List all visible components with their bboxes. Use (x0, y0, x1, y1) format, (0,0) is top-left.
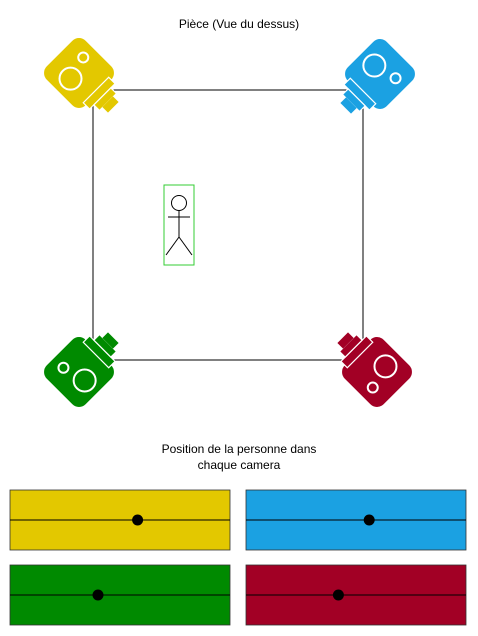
person-position-marker (363, 514, 375, 526)
person-position-marker (332, 589, 344, 601)
camera-view-blue (245, 489, 467, 551)
diagram-title: Pièce (Vue du dessus) (178, 17, 300, 31)
views-caption: Position de la personne dans chaque came… (0, 441, 478, 473)
camera-yellow-icon (39, 33, 134, 128)
person-bounding-box (163, 184, 195, 266)
person-position-marker (92, 589, 104, 601)
camera-view-yellow (9, 489, 231, 551)
views-caption-line-1: Position de la personne dans (161, 442, 317, 456)
person-position-marker (132, 514, 144, 526)
views-caption-line-2: chaque camera (197, 458, 281, 472)
stick-figure-icon (165, 195, 193, 256)
camera-view-green (9, 564, 231, 626)
camera-blue-icon (325, 34, 420, 129)
camera-green-icon (39, 317, 134, 412)
room-outline (92, 89, 364, 361)
person (163, 184, 195, 266)
camera-view-red (245, 564, 467, 626)
camera-red-icon (322, 317, 417, 412)
